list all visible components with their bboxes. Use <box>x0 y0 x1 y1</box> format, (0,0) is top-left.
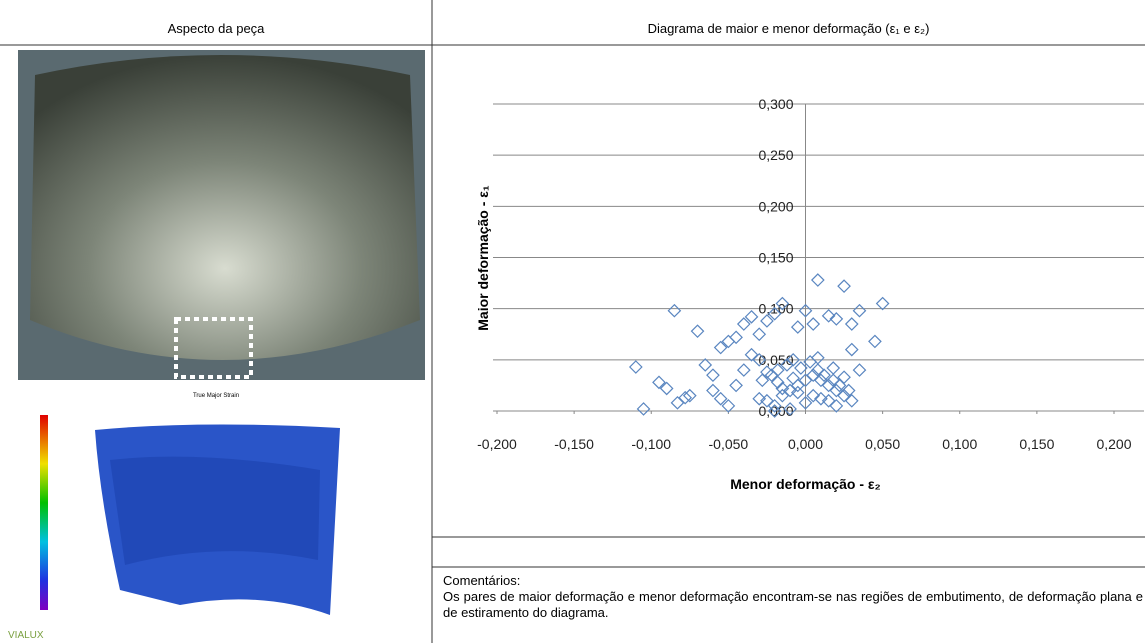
x-tick-label: -0,200 <box>477 436 517 452</box>
point <box>792 379 804 391</box>
point <box>807 318 819 330</box>
point <box>738 364 750 376</box>
point <box>846 318 858 330</box>
y-tick-label: 0,300 <box>758 96 793 112</box>
point <box>853 305 865 317</box>
point <box>838 371 850 383</box>
x-tick-label: -0,150 <box>554 436 594 452</box>
y-tick-label: 0,250 <box>758 147 793 163</box>
x-tick-label: 0,050 <box>865 436 900 452</box>
point <box>877 298 889 310</box>
x-tick-label: -0,100 <box>631 436 671 452</box>
chart: 0,000 0,050 0,100 0,150 0,200 0,250 0,300 -0,20… <box>0 0 1145 643</box>
point <box>846 344 858 356</box>
page: True Major Strain VIALUX Aspecto da peça… <box>0 0 1145 643</box>
point <box>792 321 804 333</box>
point <box>692 325 704 337</box>
point <box>846 395 858 407</box>
point <box>869 335 881 347</box>
x-tick-label: 0,150 <box>1019 436 1054 452</box>
comments-label: Comentários: <box>443 573 1143 589</box>
point <box>787 372 799 384</box>
point <box>699 359 711 371</box>
y-tick-label: 0,150 <box>758 250 793 266</box>
point <box>638 403 650 415</box>
x-tick-label: 0,000 <box>788 436 823 452</box>
comments: Comentários: Os pares de maior deformaçã… <box>443 573 1143 621</box>
point <box>776 390 788 402</box>
x-tick-label: -0,050 <box>709 436 749 452</box>
point <box>830 400 842 412</box>
point <box>812 274 824 286</box>
point <box>730 331 742 343</box>
point <box>853 364 865 376</box>
point <box>812 352 824 364</box>
point <box>668 305 680 317</box>
point <box>630 361 642 373</box>
point <box>671 397 683 409</box>
x-tick-label: 0,100 <box>942 436 977 452</box>
point <box>746 349 758 361</box>
comments-text: Os pares de maior deformação e menor def… <box>443 589 1143 621</box>
point <box>753 328 765 340</box>
point <box>730 379 742 391</box>
y-tick-label: 0,200 <box>758 198 793 214</box>
point <box>707 385 719 397</box>
point <box>827 362 839 374</box>
x-axis-title: Menor deformação - ε₂ <box>730 476 881 492</box>
point <box>838 280 850 292</box>
x-tick-label: 0,200 <box>1096 436 1131 452</box>
point <box>707 369 719 381</box>
y-axis-title: Maior deformação - ε₁ <box>475 185 491 331</box>
